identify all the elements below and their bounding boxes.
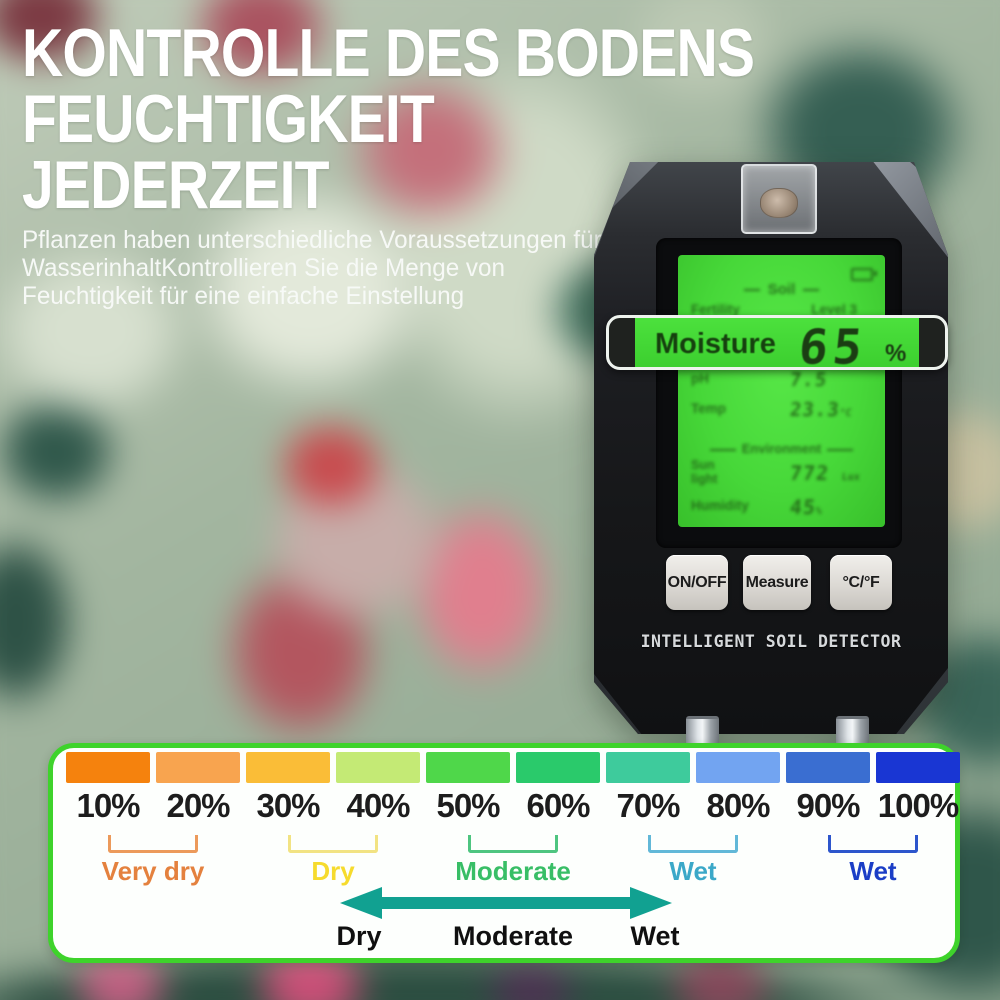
headline-line-3: JEDERZEIT [22,147,330,223]
percent-label: 70% [616,787,680,824]
scale-block-60 [516,752,600,783]
scale-block-50 [426,752,510,783]
range-bracket [288,835,378,853]
lcd-temp-value: 23.3 [788,399,841,421]
corner-facet [594,674,642,734]
percent-label: 10% [76,787,140,824]
range-bracket [108,835,198,853]
battery-icon [851,268,877,281]
lcd-fertility-label: Fertility [691,302,740,317]
lcd-temp-unit: °C [838,408,853,419]
scale-block-10 [66,752,150,783]
group-moderate: Moderate [455,835,571,897]
group-label: Dry [311,856,355,886]
celsius-fahrenheit-button[interactable]: °C/°F [830,555,892,610]
scale-block-100 [876,752,960,783]
percent-label: 100% [877,787,959,824]
device-name-label: INTELLIGENT SOIL DETECTOR [640,632,902,651]
lcd-humidity-value: 45 [788,495,818,519]
lcd-humidity-unit: % [815,506,823,517]
lcd-ph-value: 7.5 [788,369,829,391]
group-label: Very dry [101,856,205,886]
moisture-highlight-band: Moisture 65 % [606,315,948,370]
scale-block-80 [696,752,780,783]
percent-label: 80% [706,787,770,824]
lcd-fertility-value: Level 3 [811,302,857,317]
percent-label: 30% [256,787,320,824]
lcd-environment-section: Environment [741,441,822,456]
range-bracket [828,835,918,853]
scale-block-40 [336,752,420,783]
axis-label-dry: Dry [336,921,382,951]
soil-detector-device: Soil Fertility Level 3 pH 7.5 Temp 23.3°… [594,158,948,765]
arrow-bar [366,897,646,909]
moisture-label: Moisture [655,328,776,360]
arrow-right-head [630,887,672,919]
axis-label-wet: Wet [630,921,680,951]
lcd-temp-label: Temp [691,401,727,416]
headline-line-2: FEUCHTIGKEIT [22,81,435,157]
scale-percent-labels: 10% 20% 30% 40% 50% 60% 70% 80% 90% 100% [66,787,960,825]
scale-color-blocks [66,752,960,783]
device-body: Soil Fertility Level 3 pH 7.5 Temp 23.3°… [594,162,948,734]
percent-label: 90% [796,787,860,824]
description-line-1: Pflanzen haben unterschiedliche Vorausse… [22,226,602,254]
lcd-sun-value: 772 [788,461,831,485]
percent-label: 60% [526,787,590,824]
dry-wet-range-arrow [340,887,672,919]
hero-text-block: KONTROLLE DES BODENS FEUCHTIGKEIT JEDERZ… [22,15,982,310]
lcd-sun-unit: Lux [841,472,861,483]
group-very-dry: Very dry [102,835,204,897]
scale-block-30 [246,752,330,783]
moisture-scale-panel: 10% 20% 30% 40% 50% 60% 70% 80% 90% 100%… [48,743,960,963]
group-label: Wet [669,856,717,886]
hanging-clip [741,164,817,234]
lcd-sun-label: Sun light [691,458,718,487]
scale-block-20 [156,752,240,783]
group-wet-light: Wet [648,835,738,897]
group-dry: Dry [288,835,378,897]
headline-line-1: KONTROLLE DES BODENS [22,15,755,91]
lcd-humidity-label: Humidity [691,498,749,513]
percent-label: 40% [346,787,410,824]
description-line-2: WasserinhaltKontrollieren Sie die Menge … [22,254,506,282]
percent-label: 20% [166,787,230,824]
range-bracket [468,835,558,853]
description-line-3: Feuchtigkeit für eine einfache Einstellu… [22,282,465,310]
group-wet-dark: Wet [828,835,918,897]
scale-block-90 [786,752,870,783]
headline: KONTROLLE DES BODENS FEUCHTIGKEIT JEDERZ… [22,15,778,223]
scale-block-70 [606,752,690,783]
lcd-screen: Soil Fertility Level 3 pH 7.5 Temp 23.3°… [678,255,885,527]
moisture-value: 65 [796,320,870,370]
group-label: Moderate [455,856,571,886]
range-bracket [648,835,738,853]
moisture-unit: % [885,340,907,367]
axis-label-moderate: Moderate [452,921,574,951]
onoff-button[interactable]: ON/OFF [666,555,728,610]
group-label: Wet [849,856,897,886]
corner-facet [896,668,948,734]
lcd-ph-label: pH [691,371,709,386]
description: Pflanzen haben unterschiedliche Vorausse… [22,226,602,310]
lcd-soil-section: Soil [767,281,796,298]
measure-button[interactable]: Measure [743,555,811,610]
percent-label: 50% [436,787,500,824]
screw [760,188,798,218]
